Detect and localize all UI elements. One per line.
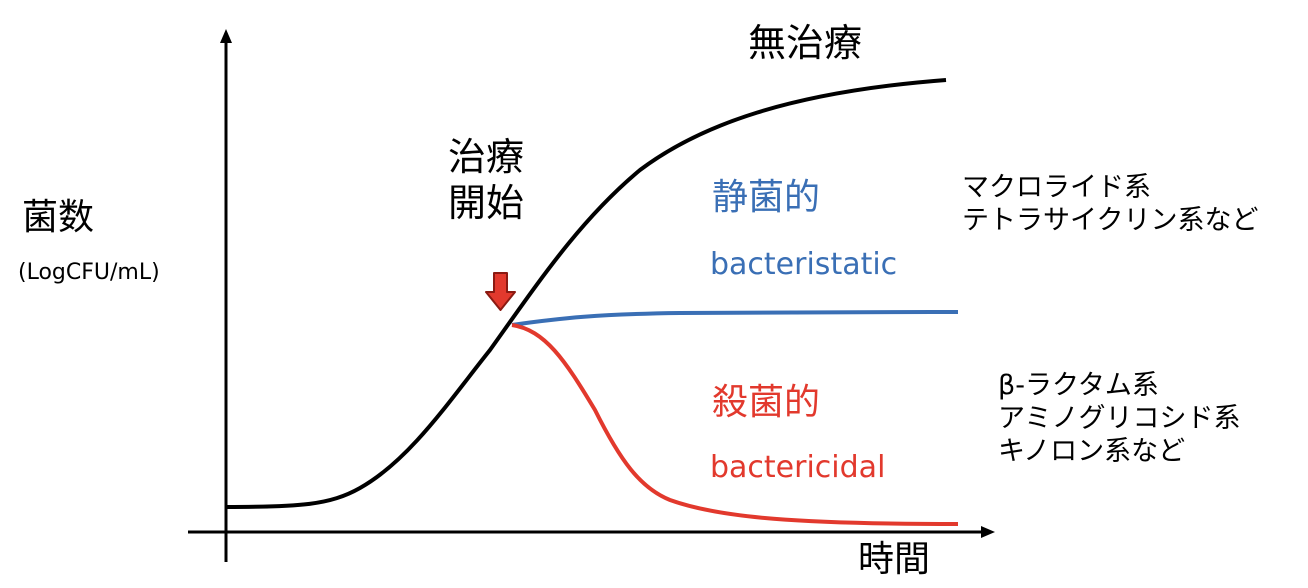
- bacteriostatic-label-en: bacteristatic: [710, 247, 898, 282]
- y-axis-unit: (LogCFU/mL): [18, 260, 160, 285]
- treatment-start-line2: 開始: [448, 180, 525, 225]
- treatment-start-label: 治療 開始: [448, 135, 524, 226]
- bactericidal-examples: β-ラクタム系 アミノグリコシド系 キノロン系など: [998, 370, 1240, 469]
- down-arrow-icon: [485, 272, 516, 311]
- example-item: マクロライド系: [962, 172, 1151, 203]
- bacteriostatic-examples: マクロライド系 テトラサイクリン系など: [962, 172, 1258, 238]
- y-axis-label: 菌数: [22, 197, 95, 238]
- untreated-label: 無治療: [748, 21, 863, 65]
- bactericidal-label-jp: 殺菌的: [712, 382, 821, 423]
- bactericidal-curve: [511, 323, 959, 526]
- bactericidal-label-en: bactericidal: [710, 450, 886, 485]
- x-axis-label: 時間: [858, 539, 931, 580]
- example-item: テトラサイクリン系など: [962, 204, 1259, 236]
- example-item: アミノグリコシド系: [998, 402, 1241, 434]
- bacteriostatic-label-jp: 静菌的: [712, 177, 821, 218]
- untreated-curve: [225, 78, 947, 509]
- treatment-start-line1: 治療: [448, 135, 525, 179]
- example-item: β-ラクタム系: [998, 370, 1159, 401]
- example-item: キノロン系など: [998, 435, 1186, 467]
- bacteriostatic-curve: [511, 310, 959, 327]
